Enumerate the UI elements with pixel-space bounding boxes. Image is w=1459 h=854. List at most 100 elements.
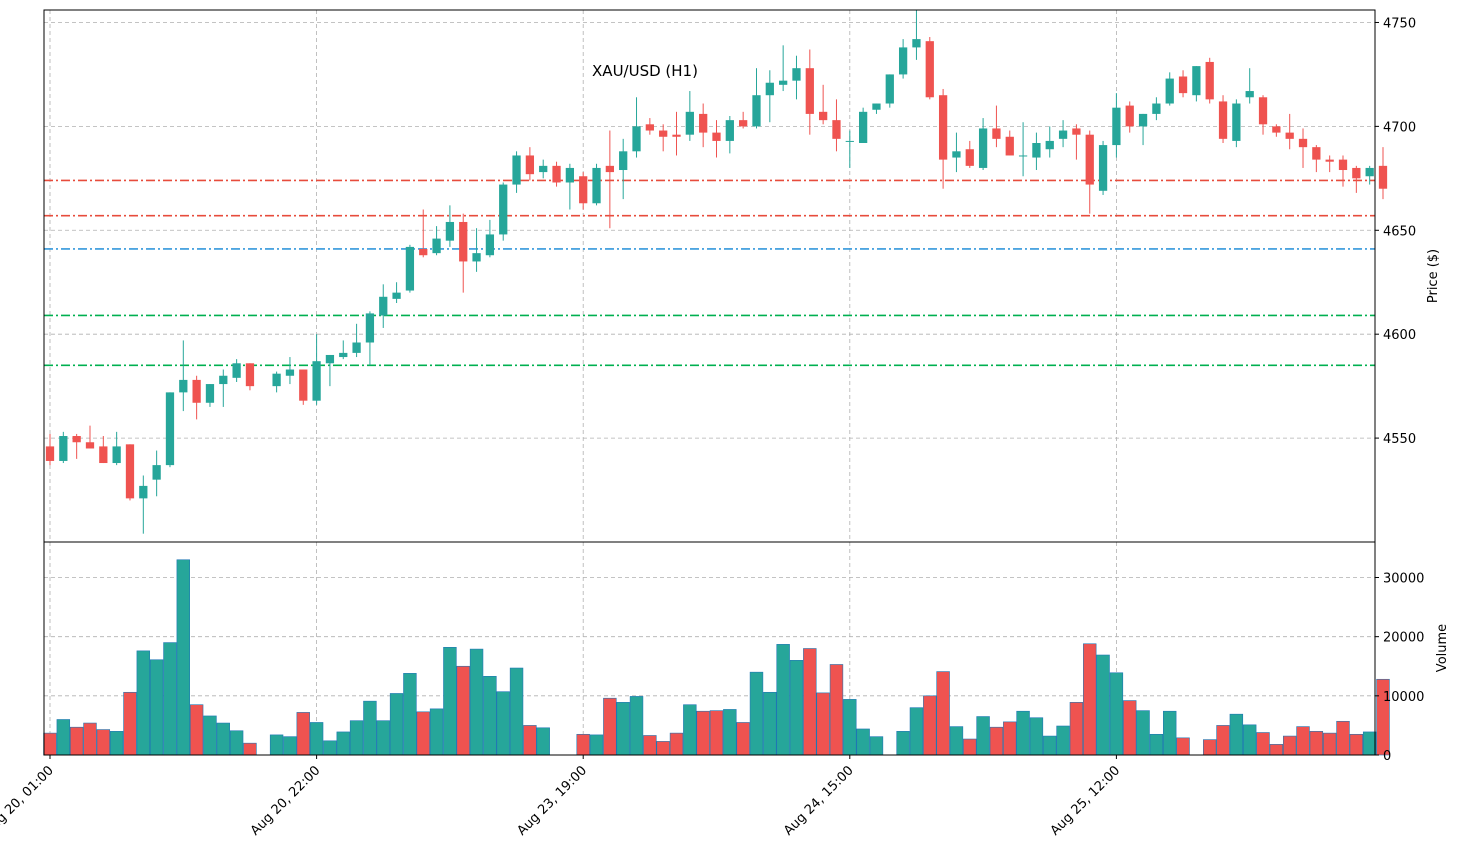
time-axis-ticks: Aug 20, 01:00 Aug 20, 22:00 Aug 23, 19:00 A… <box>0 755 1123 839</box>
candle-body <box>992 128 1001 139</box>
candle-body <box>165 392 175 466</box>
volume-axis-ticks: 0 10000 20000 30000 <box>1375 572 1424 764</box>
candle-body <box>592 167 601 204</box>
volume-bar <box>56 719 71 756</box>
volume-bar <box>323 740 337 756</box>
volume-bar <box>763 691 777 756</box>
candle-body <box>219 375 228 385</box>
volume-bar <box>669 732 684 756</box>
time-tick-label: Aug 24, 15:00 <box>781 763 857 839</box>
volume-bar <box>269 734 284 756</box>
candle-body <box>245 363 255 387</box>
volume-bar <box>43 732 57 756</box>
candle-body <box>552 165 561 183</box>
candle-body <box>1098 145 1108 191</box>
volume-bar <box>976 716 990 756</box>
volume-bar <box>243 742 257 756</box>
candle-body <box>272 373 281 387</box>
volume-bar <box>363 700 377 756</box>
candle-body <box>59 436 68 461</box>
volume-tick-label: 30000 <box>1383 572 1424 587</box>
candle-body <box>339 352 348 358</box>
price-tick-label: 4650 <box>1383 224 1416 239</box>
price-grid <box>44 10 1375 542</box>
volume-bar <box>736 722 750 756</box>
volume-bar <box>429 708 444 756</box>
price-panel-frame <box>43 9 1376 543</box>
volume-bar <box>683 704 697 756</box>
candle-body <box>978 128 988 168</box>
volume-bar <box>1123 700 1137 756</box>
volume-bar <box>96 729 111 756</box>
volume-bar <box>149 659 164 756</box>
candle-body <box>1352 167 1361 179</box>
volume-bars <box>43 559 1390 756</box>
candle-body <box>1032 143 1041 158</box>
volume-bar <box>349 720 364 756</box>
candle-body <box>579 176 588 204</box>
volume-bar <box>816 692 830 756</box>
volume-bar <box>509 667 524 756</box>
candle-body <box>885 74 894 104</box>
volume-bar <box>163 642 177 756</box>
candle-body <box>85 442 95 449</box>
volume-bar <box>1256 732 1270 756</box>
volume-bar <box>1069 702 1084 756</box>
volume-bar <box>643 735 657 756</box>
volume-bar <box>709 710 724 756</box>
volume-bar <box>603 697 617 756</box>
volume-bar <box>1029 717 1044 756</box>
volume-bar <box>1282 735 1297 756</box>
candle-body <box>1218 101 1228 139</box>
time-tick-label: Aug 20, 01:00 <box>0 763 57 839</box>
volume-bar <box>1136 710 1150 756</box>
volume-bar <box>403 673 417 756</box>
candle-body <box>99 446 108 464</box>
candle-body <box>765 82 774 96</box>
volume-bar <box>1083 643 1097 756</box>
volume-bar <box>469 648 484 756</box>
volume-panel-frame <box>43 541 1376 756</box>
candle-body <box>1378 165 1388 189</box>
candle-body <box>1112 107 1121 146</box>
volume-bar <box>1056 725 1070 756</box>
volume-bar <box>1309 731 1324 756</box>
candle-body <box>1018 155 1028 157</box>
volume-bar <box>1362 731 1377 756</box>
candle-body <box>1272 126 1281 133</box>
volume-bar <box>109 731 124 756</box>
volume-bar <box>296 712 310 756</box>
candle-body <box>512 155 521 185</box>
candle-body <box>299 369 308 401</box>
price-tick-label: 4750 <box>1383 16 1416 31</box>
volume-bar <box>843 699 857 756</box>
volume-bar <box>336 731 350 756</box>
candle-body <box>485 234 495 256</box>
volume-bar <box>1336 720 1350 756</box>
candle-body <box>232 363 241 378</box>
volume-bar <box>1203 739 1217 756</box>
volume-bar <box>176 559 190 756</box>
volume-bar <box>1243 724 1257 756</box>
candle-body <box>952 151 961 158</box>
volume-bar <box>909 707 924 756</box>
price-tick-label: 4600 <box>1383 328 1416 343</box>
volume-bar <box>869 736 884 756</box>
time-tick-label: Aug 25, 12:00 <box>1048 763 1124 839</box>
candle-body <box>152 465 161 480</box>
volume-bar <box>616 702 630 756</box>
volume-bar <box>69 726 84 756</box>
volume-bar <box>629 696 644 756</box>
volume-bar <box>949 726 964 756</box>
candle-body <box>1192 66 1201 96</box>
chart-title: XAU/USD (H1) <box>592 62 698 80</box>
candle-body <box>779 80 788 85</box>
volume-bar <box>1349 733 1364 756</box>
volume-bar <box>749 671 764 756</box>
candle-body <box>1365 167 1374 177</box>
volume-bar <box>1176 737 1190 756</box>
volume-tick-label: 0 <box>1383 749 1391 764</box>
candle-body <box>659 130 668 137</box>
volume-bar <box>283 736 297 756</box>
candle-body <box>845 140 854 142</box>
